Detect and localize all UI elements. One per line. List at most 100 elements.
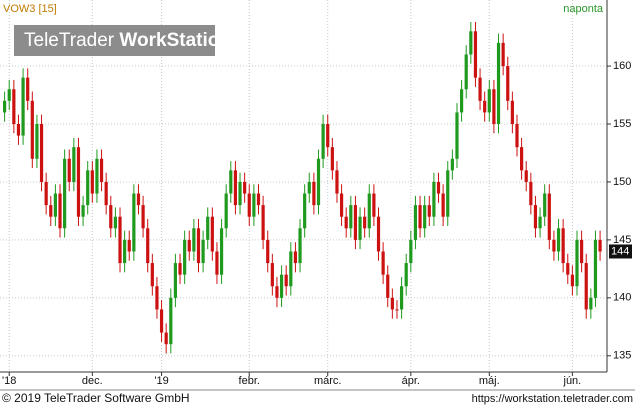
candle-body [275,286,279,298]
candle-body [76,147,81,217]
candle-body [21,77,25,136]
y-tick-label: 150 [613,176,631,188]
y-tick-label: 140 [613,292,631,304]
candle-body [464,54,468,90]
watermark-brand: TeleTrader [24,30,115,51]
watermark-box [14,25,215,56]
candle-body [44,181,48,206]
candle-body [478,77,482,101]
candle-body [330,147,334,171]
candle-body [552,239,556,252]
candle-body [256,193,261,206]
candle-body [506,66,510,101]
candle-body [141,205,145,229]
candle-body [224,193,228,229]
candle-body [201,239,205,264]
candle-body [533,205,538,229]
candle-body [510,100,514,124]
candle-body [210,216,214,252]
candle-body [529,181,533,206]
last-price-label: 144 [611,245,629,257]
candle-body [335,170,339,194]
candle-body [436,181,441,194]
candle-body [501,42,505,67]
candle-body [469,31,473,55]
candle-body [515,124,519,148]
candle-body [155,286,159,310]
candle-body [233,170,238,206]
candle-body [570,274,574,287]
candle-body [63,158,67,229]
candle-body [136,193,141,206]
candle-body [219,228,224,275]
candle-body [492,89,496,124]
y-tick-label: 160 [613,60,631,72]
candle-body [159,309,164,333]
candle-body [206,216,210,240]
candle-body [556,228,561,252]
x-tick-label: '19 [154,375,168,387]
candle-body [455,112,459,159]
candle-body [598,239,602,252]
candle-body [580,239,584,264]
last-price-box [609,244,632,259]
candle-body [284,274,288,287]
candle-body [187,239,191,252]
candle-body [3,100,7,113]
grid [0,0,607,372]
candle-body [547,193,551,240]
candle-body [95,158,99,194]
candle-body [473,31,478,78]
candle-body [173,263,178,298]
x-tick-label: jún. [563,375,582,387]
copyright: © 2019 TeleTrader Software GmbH [2,391,190,405]
candle-body [312,181,316,206]
candle-body [367,193,371,229]
candle-body [215,251,219,275]
x-tick-label: máj. [479,375,500,387]
candle-body [316,158,321,206]
candle-body [326,124,330,148]
candle-body [446,170,450,217]
candle-body [538,216,542,229]
footer-url: https://workstation.teletrader.com [472,393,633,405]
candle-body [252,193,256,217]
candle-body [399,286,404,310]
candle-body [459,89,464,113]
candle-body [390,297,394,310]
candle-body [243,181,247,194]
candle-body [363,216,367,229]
candle-body [86,170,90,206]
candle-body [127,239,131,252]
candle-body [229,170,233,194]
candle-body [72,147,76,182]
candle-body [26,77,30,101]
candle-body [566,263,570,275]
candle-body [483,100,487,113]
candle-body [150,263,154,287]
candle-body [183,239,187,275]
y-tick-label: 145 [613,234,631,246]
candle-body [543,193,547,217]
candle-body [12,89,16,124]
candle-body [450,158,454,171]
candle-body [307,181,311,194]
candle-body [178,263,182,275]
candle-body [99,158,104,182]
candle-body [279,274,284,298]
candle-body [413,205,418,240]
y-tick-label: 155 [613,118,631,130]
x-tick-label: '18 [2,375,16,387]
candle-body [575,239,579,287]
candle-body [344,216,348,229]
candle-body [358,216,362,240]
candle-body [289,251,293,287]
candle-body [192,228,196,252]
candle-body [372,193,376,217]
candle-body [593,239,598,298]
watermark-text: TeleTrader WorkStation [24,30,231,51]
axes: 135 140 145 150 155 160 '18 dec. '19 febr. márc. áp… [2,60,632,387]
candle-body [589,297,593,310]
candle-body [132,193,136,252]
